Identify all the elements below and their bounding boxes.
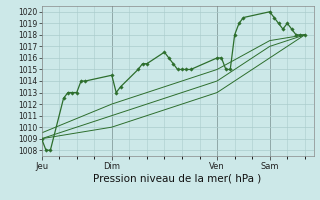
X-axis label: Pression niveau de la mer( hPa ): Pression niveau de la mer( hPa ) bbox=[93, 173, 262, 183]
